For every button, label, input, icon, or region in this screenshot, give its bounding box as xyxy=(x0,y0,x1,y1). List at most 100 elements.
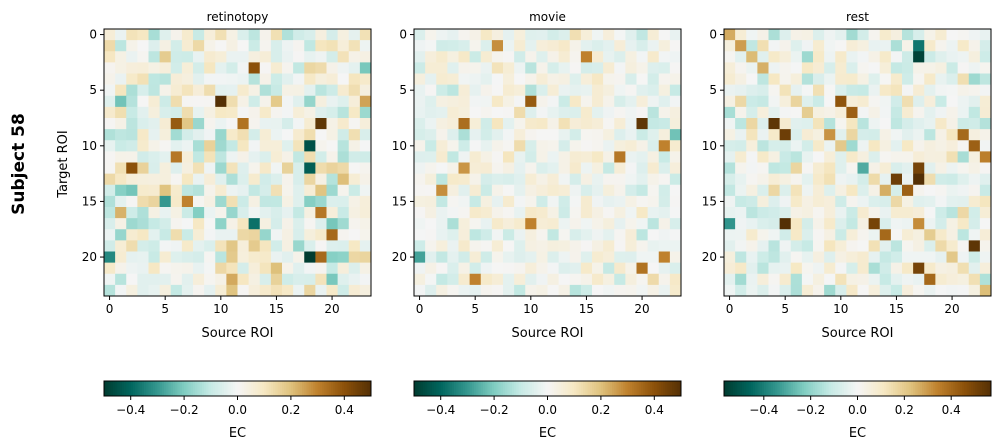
colorbar-segment xyxy=(888,381,892,396)
colorbar-segment xyxy=(830,381,834,396)
heatmap-cell xyxy=(315,95,327,108)
heatmap-cell xyxy=(603,184,615,197)
heatmap-cell xyxy=(724,140,736,152)
heatmap-cell xyxy=(425,62,437,74)
heatmap-cell xyxy=(957,262,970,275)
colorbar-segment xyxy=(623,381,626,396)
heatmap-cell xyxy=(902,73,914,85)
heatmap-cell xyxy=(170,273,183,286)
heatmap-cell xyxy=(480,129,493,141)
heatmap-cell xyxy=(315,262,327,275)
heatmap-cell xyxy=(946,29,958,41)
heatmap-cell xyxy=(491,95,504,108)
colorbar-segment xyxy=(471,381,475,396)
heatmap-cell xyxy=(359,151,372,163)
heatmap-cell xyxy=(580,106,593,119)
heatmap-cell xyxy=(237,184,249,197)
heatmap-cell xyxy=(137,62,149,74)
heatmap-cell xyxy=(868,51,881,63)
heatmap-cell xyxy=(181,62,194,74)
heatmap-cell xyxy=(913,51,925,63)
colorbar-segment xyxy=(817,381,821,396)
heatmap-cell xyxy=(514,262,526,275)
heatmap-cell xyxy=(525,240,537,252)
colorbar-segment xyxy=(144,381,147,396)
heatmap-cell xyxy=(159,273,172,286)
heatmap-cell xyxy=(735,273,747,286)
heatmap-cell xyxy=(204,251,216,263)
colorbar-segment xyxy=(190,381,194,396)
heatmap-cell xyxy=(801,84,814,97)
heatmap-cell xyxy=(813,273,825,286)
heatmap-cell xyxy=(337,84,350,97)
heatmap-cell xyxy=(603,129,615,141)
heatmap-cell xyxy=(658,284,671,297)
heatmap-cell xyxy=(846,73,858,85)
colorbar-segment xyxy=(674,381,677,396)
heatmap-cell xyxy=(768,162,780,174)
heatmap-cell xyxy=(768,151,780,163)
colorbar-segment xyxy=(306,381,310,396)
heatmap-cell xyxy=(735,73,747,85)
heatmap-cell xyxy=(159,40,172,52)
heatmap-cell xyxy=(304,129,316,141)
heatmap-cell xyxy=(270,73,283,85)
colorbar-segment xyxy=(543,381,546,396)
heatmap-cell xyxy=(669,118,682,130)
colorbar-segment xyxy=(148,381,152,396)
heatmap-cell xyxy=(282,151,294,163)
heatmap-cell xyxy=(757,73,769,85)
heatmap-cell xyxy=(447,51,459,63)
heatmap-cell xyxy=(259,262,272,275)
colorbar-segment xyxy=(230,381,234,396)
x-tick-label: 5 xyxy=(781,302,789,316)
heatmap-cell xyxy=(614,229,626,241)
heatmap-cell xyxy=(868,151,881,163)
heatmap-cell xyxy=(790,118,803,130)
heatmap-cell xyxy=(779,262,792,275)
heatmap-cell xyxy=(846,140,858,152)
heatmap-cell xyxy=(137,95,149,108)
colorbar-segment xyxy=(328,381,332,396)
heatmap-cell xyxy=(436,40,448,52)
heatmap-cell xyxy=(558,173,571,186)
colorbar-segment xyxy=(930,381,934,396)
heatmap-cell xyxy=(525,40,537,52)
heatmap-cell xyxy=(348,184,361,197)
colorbar-segment xyxy=(130,381,134,396)
colorbar-tick-label: −0.2 xyxy=(480,403,509,417)
colorbar-tick-label: −0.4 xyxy=(426,403,455,417)
heatmap-cell xyxy=(536,207,548,219)
colorbar-segment xyxy=(578,381,582,396)
colorbar-segment xyxy=(215,381,218,396)
heatmap-cell xyxy=(204,284,216,297)
heatmap-cell xyxy=(159,140,172,152)
heatmap-cell xyxy=(790,129,803,141)
heatmap-cell xyxy=(115,129,127,141)
heatmap-cell xyxy=(913,140,925,152)
heatmap-cell xyxy=(946,151,958,163)
heatmap-cell xyxy=(270,207,283,219)
heatmap-cell xyxy=(902,140,914,152)
colorbar-tick-label: −0.4 xyxy=(116,403,145,417)
heatmap-cell xyxy=(625,62,637,74)
heatmap-cell xyxy=(790,273,803,286)
heatmap-cell xyxy=(890,62,903,74)
heatmap-cell xyxy=(846,29,858,41)
heatmap-cell xyxy=(469,151,482,163)
heatmap-cell xyxy=(447,207,459,219)
colorbar-segment xyxy=(172,381,176,396)
colorbar-segment xyxy=(509,381,513,396)
heatmap-cell xyxy=(979,162,992,174)
colorbar-segment xyxy=(893,381,896,396)
colorbar-segment xyxy=(984,381,987,396)
heatmap-cell xyxy=(159,62,172,74)
heatmap-cell xyxy=(447,273,459,286)
heatmap-cell xyxy=(181,29,194,41)
heatmap-cell xyxy=(337,40,350,52)
heatmap-cell xyxy=(946,251,958,263)
heatmap-cell xyxy=(491,140,504,152)
heatmap-cell xyxy=(868,29,881,41)
heatmap-cell xyxy=(525,151,537,163)
heatmap-cell xyxy=(835,207,847,219)
